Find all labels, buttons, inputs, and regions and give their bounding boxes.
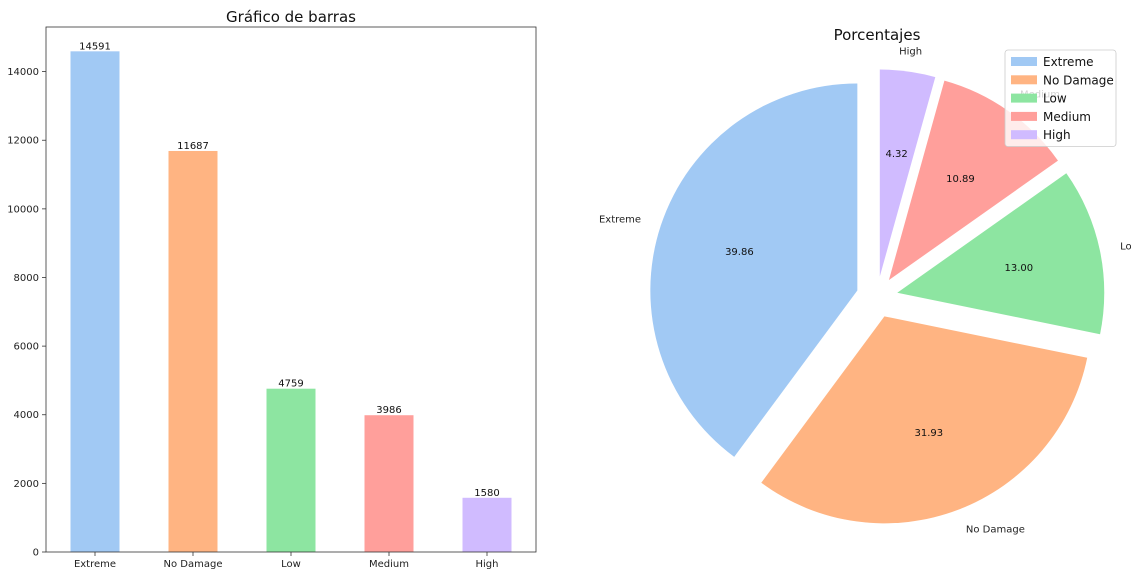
pie-legend-swatch	[1011, 93, 1037, 103]
bar-y-tick-label: 12000	[7, 136, 39, 147]
bar-data-label: 3986	[376, 405, 401, 416]
pie-legend-label: Medium	[1043, 110, 1091, 124]
pie-legend-swatch	[1011, 75, 1037, 85]
pie-legend-label: No Damage	[1043, 73, 1114, 87]
bar-y-tick-label: 10000	[7, 204, 39, 215]
bar-x-tick-label: No Damage	[164, 559, 223, 570]
pie-percent-label: 10.89	[946, 174, 975, 185]
bar-low	[266, 388, 316, 552]
pie-legend-box	[1004, 49, 1117, 147]
pie-slice-label: High	[899, 46, 922, 57]
pie-legend: Extreme No Damage Low Medium High	[1004, 49, 1117, 147]
bar-x-tick-label: Extreme	[74, 559, 116, 570]
pie-percent-labels: 39.86 31.93 13.00 10.89 4.32	[725, 149, 1033, 439]
bar-y-axis: 0 2000 4000 6000 8000 10000 12000 14000	[7, 67, 46, 559]
pie-slice-label: No Damage	[966, 524, 1025, 535]
pie-legend-label: High	[1043, 128, 1071, 142]
bar-y-tick-label: 14000	[7, 67, 39, 78]
pie-slices	[650, 69, 1105, 524]
bar-x-tick-label: Low	[281, 559, 301, 570]
bar-y-tick-label: 6000	[14, 342, 39, 353]
pie-slice-extreme	[650, 83, 858, 457]
pie-legend-label: Extreme	[1043, 55, 1094, 69]
pie-slice-label: Extreme	[599, 215, 641, 226]
pie-percent-label: 4.32	[885, 149, 907, 160]
bar-medium	[364, 415, 414, 552]
bar-data-label: 1580	[474, 488, 499, 499]
bar-data-labels: 14591 11687 4759 3986 1580	[79, 41, 500, 498]
bar-chart: Gráfico de barras 0 2000 4000 6000 8000 10000…	[7, 8, 537, 570]
bar-y-tick-label: 2000	[14, 479, 39, 490]
bar-data-label: 4759	[278, 379, 303, 390]
pie-percent-label: 13.00	[1004, 263, 1033, 274]
pie-legend-swatch	[1011, 111, 1037, 121]
pie-slice-high	[879, 69, 936, 277]
bar-data-label: 11687	[177, 141, 209, 152]
bar-extreme	[70, 51, 120, 552]
bar-x-tick-label: Medium	[369, 559, 409, 570]
bar-plot-frame	[45, 26, 537, 553]
pie-legend-label: Low	[1043, 92, 1067, 106]
pie-legend-swatch	[1011, 57, 1037, 66]
bar-y-tick-label: 0	[33, 548, 39, 559]
bar-y-tick-label: 8000	[14, 273, 39, 284]
bar-series	[70, 51, 512, 552]
pie-legend-swatch	[1011, 130, 1037, 140]
pie-percent-label: 31.93	[915, 428, 944, 439]
bar-high	[462, 497, 512, 552]
bar-data-label: 14591	[79, 41, 111, 52]
bar-x-axis: Extreme No Damage Low Medium High	[74, 552, 499, 570]
pie-chart: Porcentajes Extreme No Damage Low Medium Hig…	[599, 26, 1131, 535]
bar-x-tick-label: High	[476, 559, 499, 570]
pie-slice-label: Low	[1120, 242, 1131, 253]
bar-chart-title: Gráfico de barras	[226, 8, 356, 26]
pie-slice-no-damage	[761, 316, 1088, 524]
pie-chart-title: Porcentajes	[834, 26, 921, 44]
bar-no-damage	[168, 150, 218, 552]
pie-percent-label: 39.86	[725, 247, 754, 258]
pie-slice-low	[897, 173, 1105, 335]
bar-y-tick-label: 4000	[14, 410, 39, 421]
